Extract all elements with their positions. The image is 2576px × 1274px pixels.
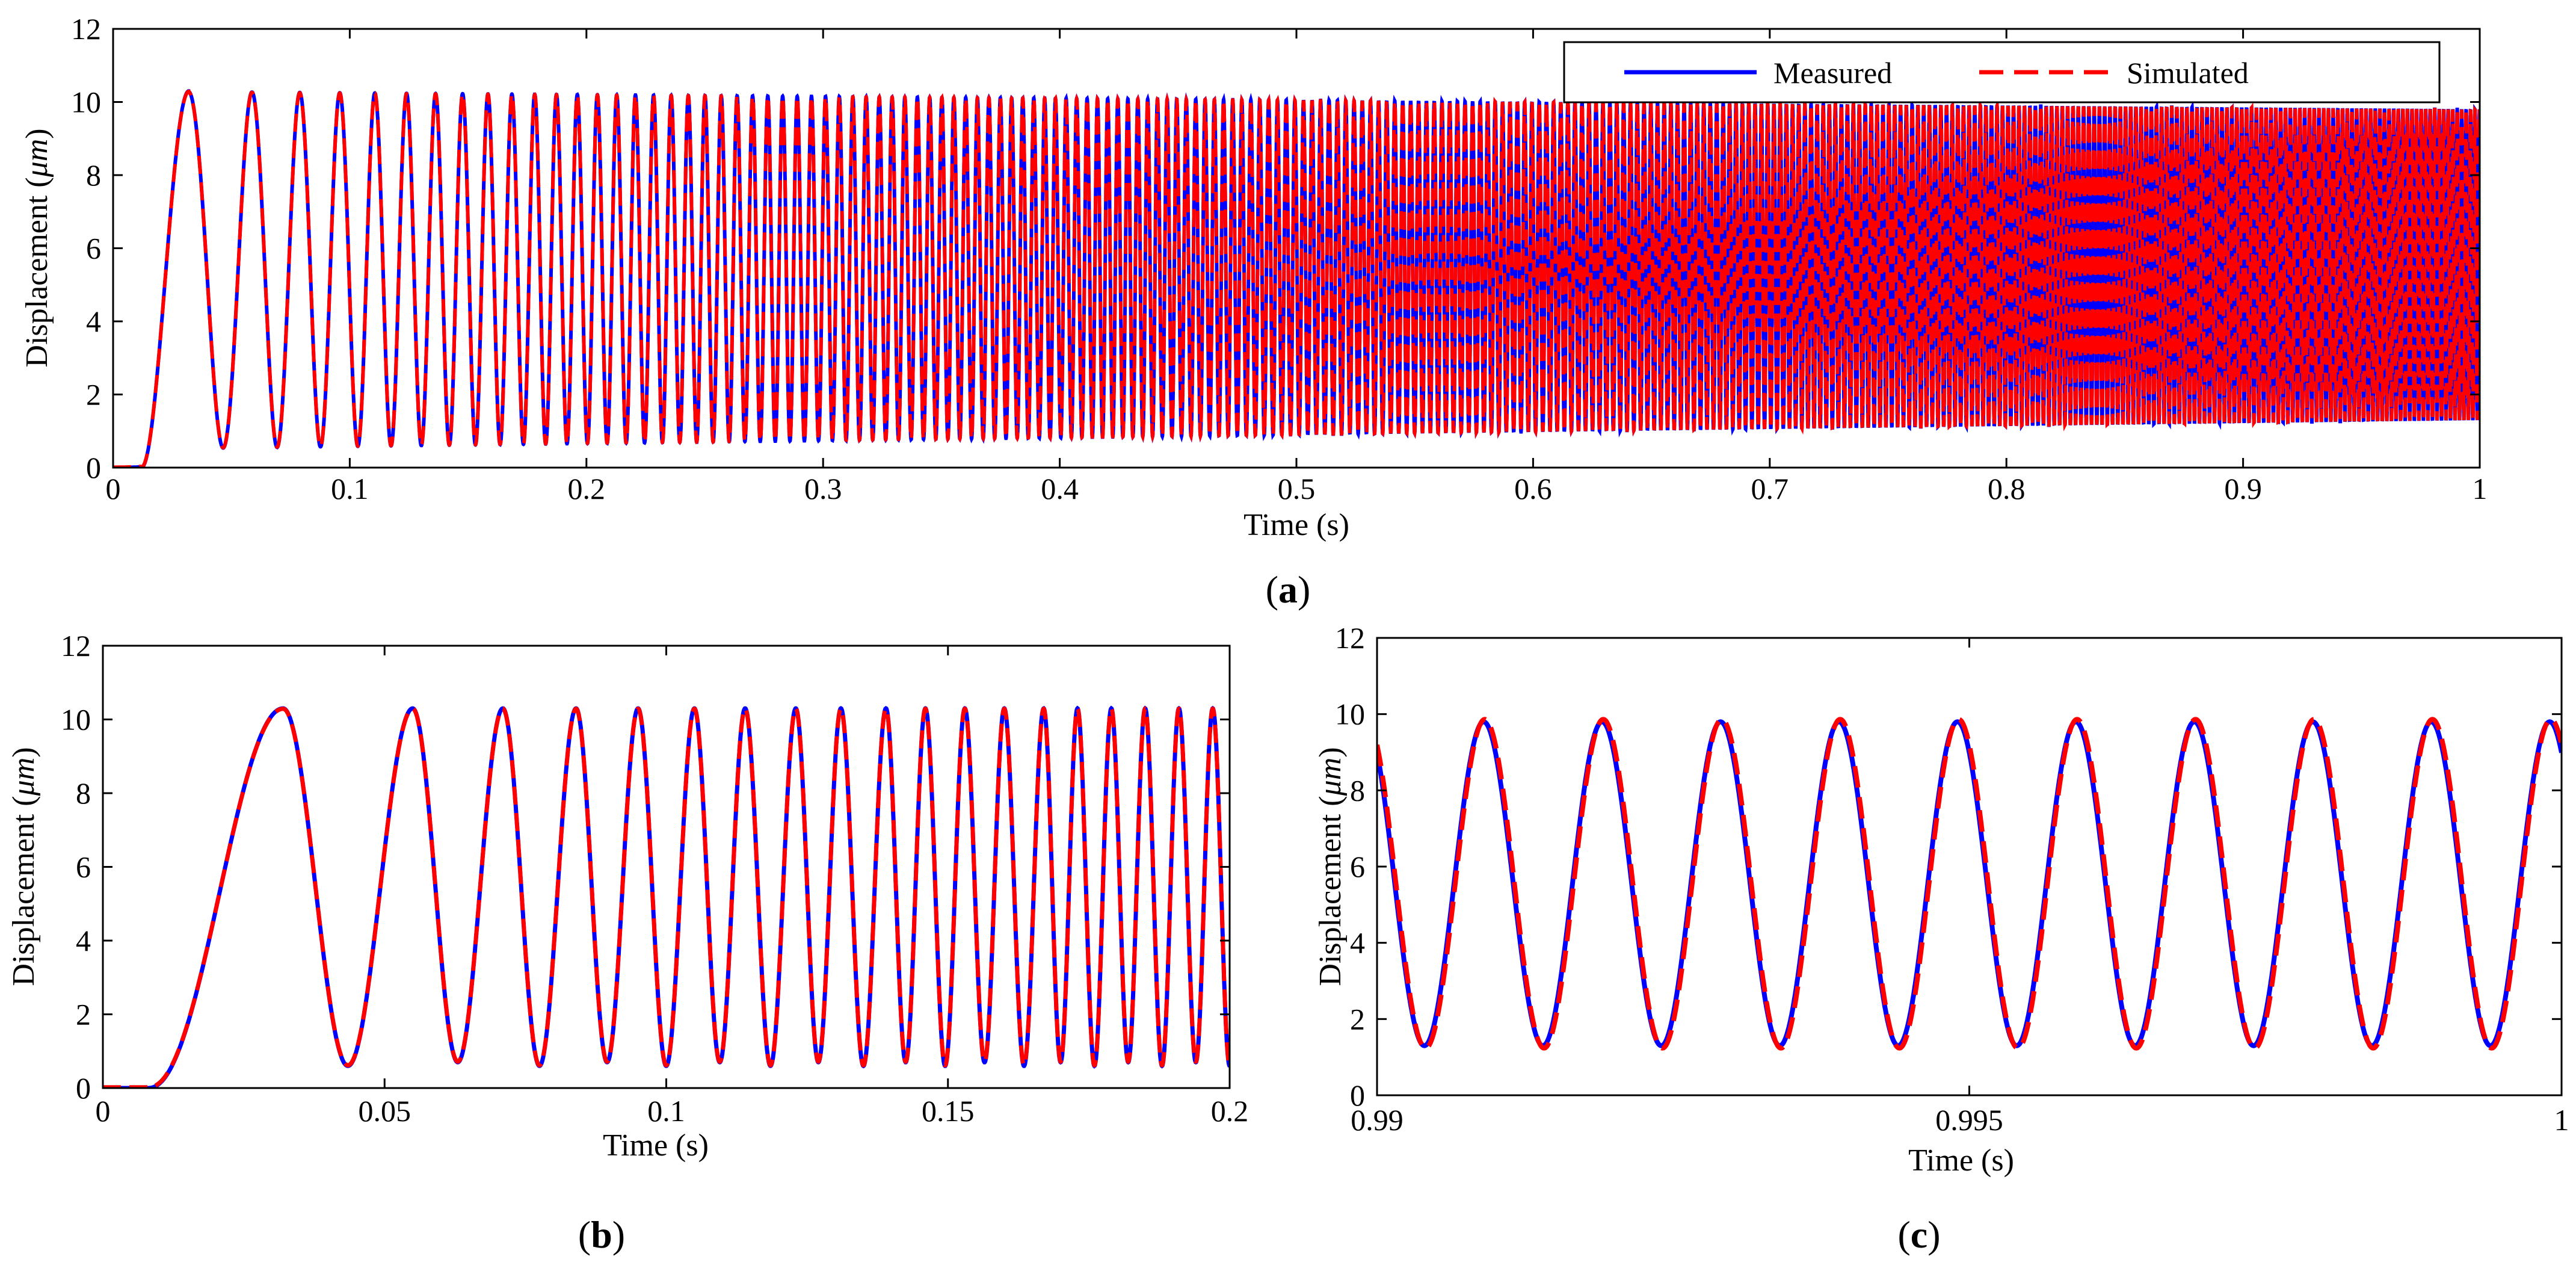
x-tick-label: 0.995: [1935, 1103, 2003, 1137]
y-tick-label: 2: [76, 998, 91, 1031]
x-tick-label: 0.8: [1988, 472, 2026, 506]
plot-area-b: [103, 646, 1230, 1088]
panel-label-b: (b): [578, 1213, 625, 1256]
y-tick-label: 2: [1350, 1002, 1365, 1036]
x-ticks-b: 0 0.05 0.1 0.15 0.2: [96, 646, 1249, 1128]
legend-measured-label: Measured: [1773, 56, 1892, 90]
y-axis-label-c: Displacement (μm): [1313, 747, 1348, 986]
x-tick-label: 0.4: [1041, 472, 1079, 506]
x-axis-label-b: Time (s): [603, 1128, 709, 1163]
y-tick-label: 2: [86, 378, 101, 412]
y-ticks-c: 0 2 4 6 8 10 12: [1335, 621, 2562, 1112]
x-axis-label-c: Time (s): [1908, 1143, 2014, 1178]
y-tick-label: 4: [76, 924, 91, 957]
panel-c: 0.99 0.995 1 0 2 4 6 8 10 12 Time (s) Displaceme…: [1313, 621, 2569, 1256]
panel-a: 0 0.1 0.2 0.3 0.4 0.5 0.6 0.7 0.8 0.9 1 024681012 …: [20, 12, 2488, 611]
simulated-series-a: [113, 89, 2480, 468]
y-tick-label: 6: [86, 232, 101, 265]
y-axis-label-a: Displacement (μm): [20, 128, 54, 367]
legend-simulated-label: Simulated: [2127, 56, 2249, 90]
y-tick-label: 0: [1350, 1078, 1365, 1112]
y-tick-label: 0: [76, 1071, 91, 1105]
x-tick-label: 0.3: [804, 472, 842, 506]
y-ticks-a: 0 2 4 6 8 10 12: [71, 12, 2480, 484]
x-tick-label: 0.2: [568, 472, 606, 506]
panel-label-a: (a): [1266, 568, 1311, 611]
y-tick-label: 12: [71, 12, 101, 46]
x-tick-label: 1: [2473, 472, 2488, 506]
y-tick-label: 8: [1350, 773, 1365, 807]
x-ticks-c: 0.99 0.995 1: [1351, 638, 2569, 1137]
y-tick-label: 12: [61, 629, 91, 663]
x-tick-label: 0.6: [1514, 472, 1552, 506]
x-tick-label: 0.1: [331, 472, 369, 506]
y-tick-label: 10: [61, 703, 91, 737]
y-tick-label: 4: [86, 305, 101, 338]
x-tick-label: 0.5: [1278, 472, 1316, 506]
y-tick-label: 4: [1350, 926, 1365, 960]
simulated-series-b: [103, 706, 1230, 1088]
y-tick-label: 6: [76, 850, 91, 884]
x-tick-label: 0.7: [1751, 472, 1789, 506]
y-tick-label: 6: [1350, 850, 1365, 883]
x-tick-label: 0.15: [922, 1094, 975, 1128]
x-tick-label: 0: [106, 472, 121, 506]
x-tick-label: 0.2: [1211, 1094, 1249, 1128]
x-axis-label-a: Time (s): [1243, 508, 1349, 542]
simulated-series-c: [1377, 717, 2562, 1051]
y-tick-label: 10: [71, 85, 101, 119]
panel-b: 0 0.05 0.1 0.15 0.2 0 2 4 6 8 10 12 Time (s) Displ…: [7, 629, 1248, 1256]
y-tick-label: 0: [86, 451, 101, 484]
y-tick-label: 8: [86, 158, 101, 192]
x-tick-label: 0.05: [359, 1094, 411, 1128]
x-tick-label: 0.9: [2224, 472, 2262, 506]
panel-label-c: (c): [1897, 1213, 1940, 1256]
x-tick-label: 0.1: [647, 1094, 685, 1128]
x-ticks-a: 0 0.1 0.2 0.3 0.4 0.5 0.6 0.7 0.8 0.9 1: [106, 29, 2488, 506]
y-tick-label: 12: [1335, 621, 1365, 655]
y-axis-label-b: Displacement (μm): [7, 747, 41, 986]
y-tick-label: 8: [76, 776, 91, 810]
y-tick-label: 10: [1335, 697, 1365, 731]
x-tick-label: 1: [2554, 1103, 2569, 1137]
y-ticks-b: 0 2 4 6 8 10 12: [61, 629, 1230, 1105]
x-tick-label: 0.99: [1351, 1103, 1404, 1137]
legend: Measured Simulated: [1563, 41, 2441, 104]
x-tick-label: 0: [96, 1094, 111, 1128]
